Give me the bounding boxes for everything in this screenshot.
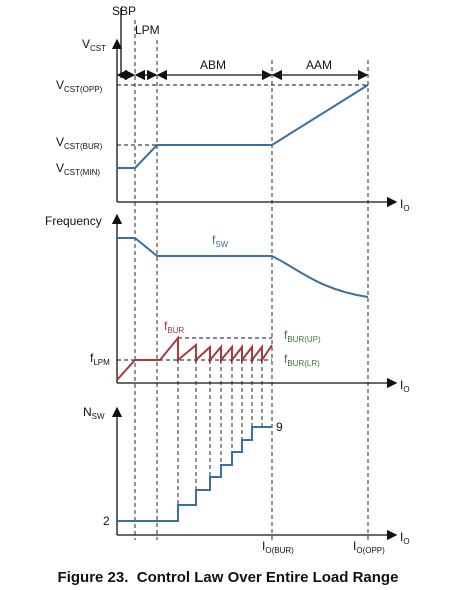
top-panel xyxy=(111,38,398,208)
x-label: IO(OPP) xyxy=(353,539,385,555)
x-axis-label: IO xyxy=(400,530,410,546)
label-part: I xyxy=(400,530,403,544)
label-part: CST xyxy=(90,44,106,53)
label-part: I xyxy=(262,539,265,553)
label-part: V xyxy=(56,135,64,149)
label-part: O xyxy=(403,204,409,213)
label-part: SW xyxy=(215,240,228,249)
label-part: CST(BUR) xyxy=(64,142,103,151)
level-label: 9 xyxy=(276,420,283,434)
level-label: fBUR(LR) xyxy=(284,352,320,368)
label-part: N xyxy=(83,405,92,419)
label-part: f xyxy=(284,352,288,366)
label-part: V xyxy=(82,37,90,51)
mode-label: SBP xyxy=(112,4,136,18)
label-part: CST(OPP) xyxy=(64,85,103,94)
label-part: BUR(UP) xyxy=(287,335,321,344)
axis-label: VCST xyxy=(82,37,106,53)
label-part: O(OPP) xyxy=(356,546,385,555)
x-axis-label: IO xyxy=(400,378,410,394)
axis-label: Frequency xyxy=(45,214,102,228)
middle-panel xyxy=(111,213,398,521)
level-label: fLPM xyxy=(90,351,110,367)
label-part: f xyxy=(212,233,216,247)
label-part: I xyxy=(353,539,356,553)
bottom-panel xyxy=(111,406,398,541)
label-part: I xyxy=(400,197,403,211)
level-label: fBUR(UP) xyxy=(284,328,321,344)
label-part: CST(MIN) xyxy=(64,168,100,177)
label-part: V xyxy=(56,78,64,92)
mode-label: LPM xyxy=(135,23,160,37)
label-part: I xyxy=(400,378,403,392)
axis-label: NSW xyxy=(83,405,105,421)
label-part: f xyxy=(284,328,288,342)
x-axis-label: IO xyxy=(400,197,410,213)
curve-label: fSW xyxy=(212,233,229,249)
label-part: V xyxy=(56,161,64,175)
level-label: 2 xyxy=(103,514,110,528)
level-label: VCST(MIN) xyxy=(56,161,100,177)
label-part: SW xyxy=(92,412,105,421)
level-label: VCST(OPP) xyxy=(56,78,103,94)
level-label: VCST(BUR) xyxy=(56,135,103,151)
label-part: LPM xyxy=(93,358,110,367)
label-part: f xyxy=(164,319,168,333)
mode-label: AAM xyxy=(306,58,332,72)
label-part: O xyxy=(403,385,409,394)
label-part: O xyxy=(403,537,409,546)
curve-label: fBUR xyxy=(164,319,184,335)
label-part: BUR(LR) xyxy=(287,359,320,368)
label-part: f xyxy=(90,351,94,365)
caption: Figure 23. Control Law Over Entire Load … xyxy=(58,569,399,586)
x-label: IO(BUR) xyxy=(262,539,294,555)
mode-label: ABM xyxy=(200,58,226,72)
guides xyxy=(116,8,369,540)
label-part: O(BUR) xyxy=(265,546,294,555)
label-part: BUR xyxy=(167,326,184,335)
